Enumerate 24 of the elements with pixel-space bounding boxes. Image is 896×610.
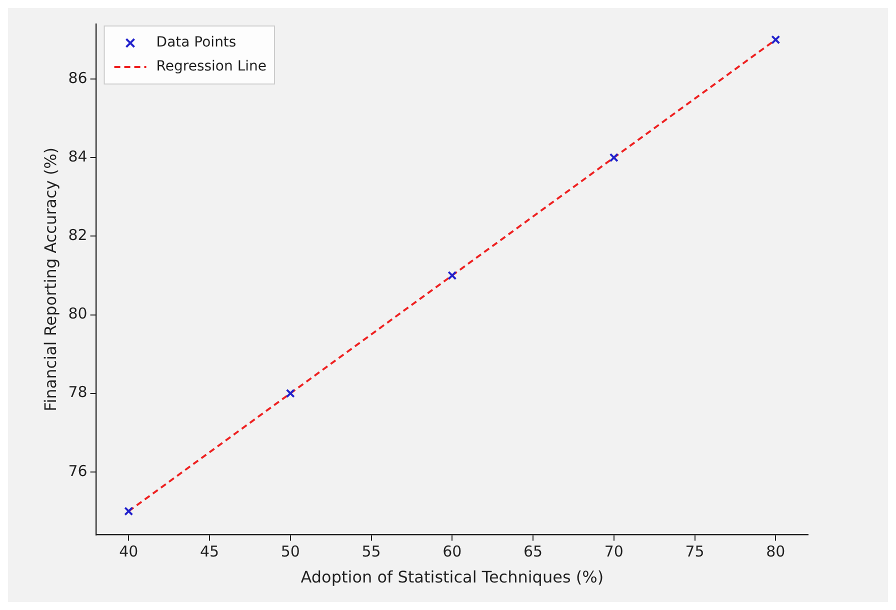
x-tick-label: 55 bbox=[362, 542, 381, 561]
x-axis-title: Adoption of Statistical Techniques (%) bbox=[300, 568, 604, 587]
y-tick-label: 82 bbox=[68, 226, 88, 244]
x-tick-label: 40 bbox=[119, 542, 138, 561]
point bbox=[609, 153, 618, 162]
legend-label: Regression Line bbox=[156, 58, 266, 75]
point bbox=[286, 388, 295, 398]
point bbox=[448, 270, 457, 280]
x-tick-label: 70 bbox=[604, 542, 624, 561]
point bbox=[124, 506, 134, 516]
y-axis-title: Financial Reporting Accuracy (%) bbox=[40, 147, 60, 412]
x-tick-label: 65 bbox=[523, 542, 543, 561]
legend-label: Data Points bbox=[156, 34, 236, 51]
x-tick-label: 50 bbox=[280, 542, 300, 561]
y-tick-label: 86 bbox=[68, 68, 88, 87]
y-tick-label: 76 bbox=[68, 462, 88, 480]
x-tick-label: 60 bbox=[442, 542, 462, 561]
x-tick-label: 80 bbox=[766, 542, 786, 561]
y-tick-label: 84 bbox=[68, 147, 88, 166]
y-tick-label: 80 bbox=[68, 304, 88, 323]
point bbox=[771, 35, 780, 44]
x-tick-label: 45 bbox=[200, 542, 220, 561]
y-tick-label: 78 bbox=[68, 383, 88, 402]
x-tick-label: 75 bbox=[685, 542, 704, 561]
